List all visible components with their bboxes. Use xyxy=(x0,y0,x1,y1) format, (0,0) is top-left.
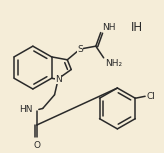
Text: NH: NH xyxy=(102,22,115,32)
Text: HN: HN xyxy=(19,105,33,114)
Text: N: N xyxy=(55,75,62,84)
Text: NH₂: NH₂ xyxy=(105,59,122,68)
Text: O: O xyxy=(33,141,40,150)
Text: S: S xyxy=(77,45,83,54)
Text: IH: IH xyxy=(131,21,143,34)
Text: Cl: Cl xyxy=(146,92,155,101)
